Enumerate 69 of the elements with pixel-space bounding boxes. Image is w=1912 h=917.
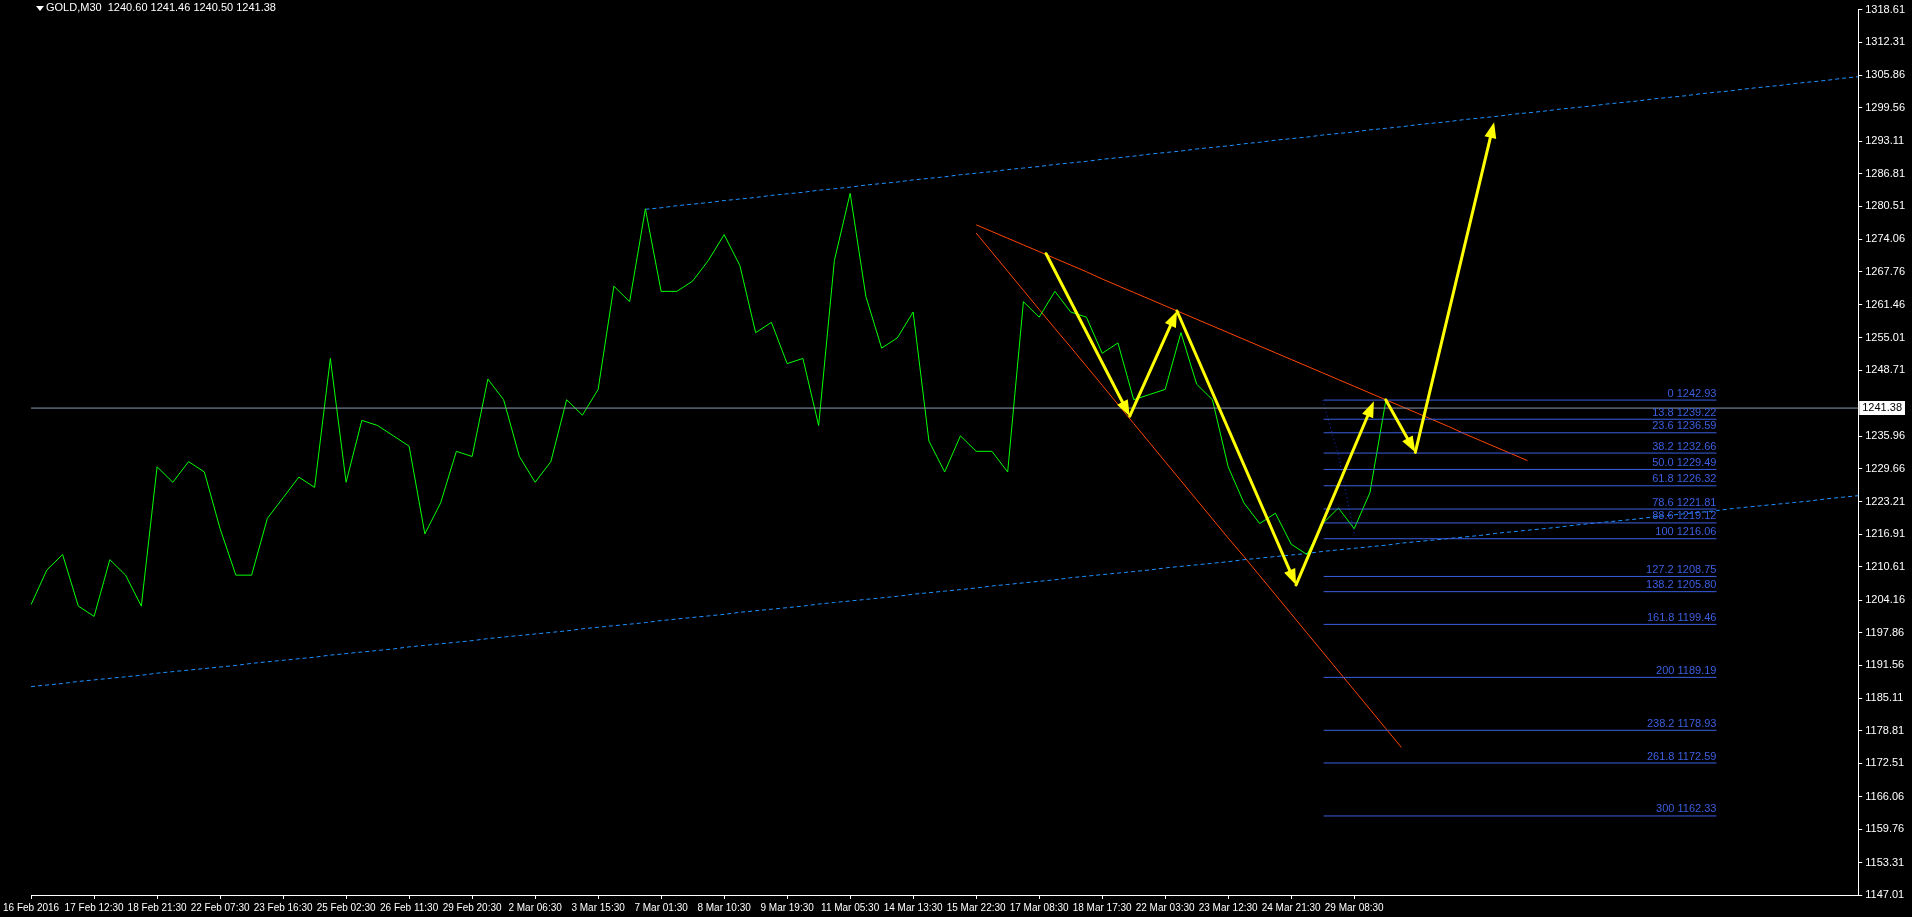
x-tick-label: 26 Feb 11:30 bbox=[380, 901, 439, 913]
ref-line-label: 38.2 1232.66 bbox=[1652, 439, 1717, 452]
x-tick-label: 18 Mar 17:30 bbox=[1072, 901, 1133, 913]
y-tick-label: 1261.46 bbox=[1865, 297, 1905, 310]
y-tick-label: 1255.01 bbox=[1865, 330, 1905, 343]
ref-line-label: 200 1189.19 bbox=[1656, 663, 1717, 676]
x-tick-label: 9 Mar 19:30 bbox=[760, 901, 815, 913]
x-tick-label: 8 Mar 10:30 bbox=[697, 901, 752, 913]
x-tick-label: 15 Mar 22:30 bbox=[946, 901, 1007, 913]
x-tick-label: 16 Feb 2016 bbox=[2, 901, 60, 913]
ref-line-label: 138.2 1205.80 bbox=[1646, 578, 1717, 591]
ref-line-label: 61.8 1226.32 bbox=[1652, 472, 1717, 485]
y-tick-label: 1248.71 bbox=[1865, 363, 1905, 376]
ref-line-label: 261.8 1172.59 bbox=[1646, 749, 1717, 762]
y-tick-label: 1286.81 bbox=[1865, 166, 1905, 179]
y-tick-label: 1159.76 bbox=[1865, 822, 1905, 835]
x-tick-label: 29 Mar 08:30 bbox=[1324, 901, 1385, 913]
line-series bbox=[30, 495, 1859, 688]
y-tick-label: 1210.61 bbox=[1865, 559, 1905, 572]
x-tick-label: 2 Mar 06:30 bbox=[508, 901, 563, 913]
ref-line-label: 88.6 1219.12 bbox=[1652, 509, 1717, 522]
y-tick-label: 1197.86 bbox=[1865, 625, 1905, 638]
ref-line-label: 127.2 1208.75 bbox=[1646, 562, 1717, 575]
y-tick-label: 1178.81 bbox=[1865, 723, 1905, 736]
y-tick-label: 1267.76 bbox=[1865, 265, 1905, 277]
x-tick-label: 11 Mar 05:30 bbox=[821, 901, 880, 913]
y-tick-label: 1318.61 bbox=[1865, 2, 1905, 15]
line-series bbox=[644, 76, 1859, 210]
x-tick-label: 17 Mar 08:30 bbox=[1009, 901, 1070, 913]
ref-line-label: 78.6 1221.81 bbox=[1652, 495, 1717, 508]
y-tick-label: 1274.06 bbox=[1865, 232, 1905, 245]
x-tick-label: 24 Mar 21:30 bbox=[1261, 901, 1322, 913]
x-tick-label: 22 Feb 07:30 bbox=[190, 901, 250, 913]
x-tick-label: 14 Mar 13:30 bbox=[883, 901, 944, 913]
y-tick-label: 1280.51 bbox=[1865, 199, 1905, 212]
y-tick-label: 1191.56 bbox=[1865, 658, 1905, 671]
y-tick-label: 1305.86 bbox=[1865, 68, 1905, 81]
x-tick-label: 29 Feb 20:30 bbox=[442, 901, 503, 913]
ref-line-label: 23.6 1236.59 bbox=[1652, 419, 1717, 432]
y-tick-label: 1153.31 bbox=[1865, 855, 1905, 868]
ref-line-label: 238.2 1178.93 bbox=[1646, 716, 1717, 729]
y-tick-label: 1166.06 bbox=[1865, 789, 1905, 802]
ref-line-label: 50.0 1229.49 bbox=[1652, 455, 1717, 468]
y-tick-label: 1312.31 bbox=[1865, 35, 1905, 48]
x-tick-label: 22 Mar 03:30 bbox=[1135, 901, 1196, 913]
y-tick-label: 1223.21 bbox=[1865, 494, 1905, 507]
ref-line-label: 100 1216.06 bbox=[1655, 525, 1717, 538]
y-tick-label: 1216.91 bbox=[1865, 527, 1905, 540]
x-tick-label: 18 Feb 21:30 bbox=[127, 901, 187, 913]
y-tick-label: 1293.11 bbox=[1865, 134, 1905, 147]
ref-line-label: 1241.38 bbox=[1862, 401, 1902, 414]
y-tick-label: 1172.51 bbox=[1865, 756, 1905, 769]
y-tick-label: 1229.66 bbox=[1865, 461, 1905, 474]
y-tick-label: 1299.56 bbox=[1865, 100, 1905, 113]
ref-line-label: 13.8 1239.22 bbox=[1652, 405, 1717, 418]
chart-title: GOLD,M30 1240.60 1241.46 1240.50 1241.38 bbox=[46, 1, 276, 13]
y-tick-label: 1204.16 bbox=[1865, 593, 1905, 606]
x-tick-label: 17 Feb 12:30 bbox=[64, 901, 124, 913]
y-tick-label: 1185.11 bbox=[1865, 691, 1904, 704]
x-tick-label: 23 Mar 12:30 bbox=[1198, 901, 1259, 913]
x-tick-label: 25 Feb 02:30 bbox=[316, 901, 377, 913]
y-tick-label: 1147.01 bbox=[1865, 888, 1905, 901]
x-tick-label: 7 Mar 01:30 bbox=[634, 901, 689, 913]
ref-line-label: 0 1242.93 bbox=[1667, 386, 1717, 399]
ref-line-label: 300 1162.33 bbox=[1656, 802, 1717, 815]
x-tick-label: 3 Mar 15:30 bbox=[571, 901, 626, 913]
y-tick-label: 1235.96 bbox=[1865, 429, 1905, 442]
ref-line-label: 161.8 1199.46 bbox=[1646, 610, 1717, 623]
x-tick-label: 23 Feb 16:30 bbox=[253, 901, 314, 913]
